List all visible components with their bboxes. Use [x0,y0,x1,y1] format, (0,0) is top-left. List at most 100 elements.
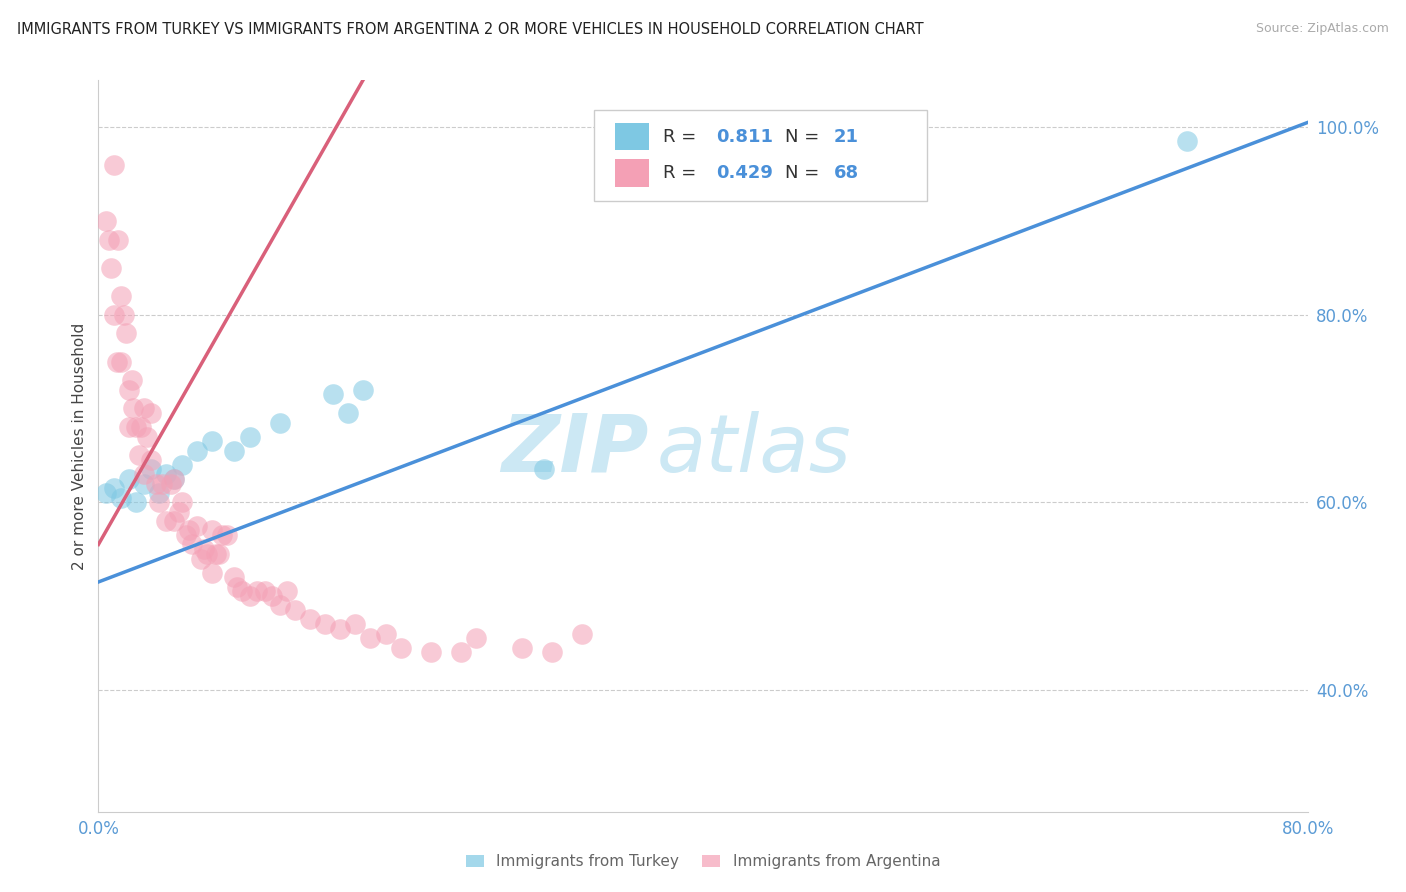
Text: 68: 68 [834,164,859,182]
Point [322,387,344,401]
Point [215,528,238,542]
Point [148,486,170,500]
Point [94,486,117,500]
Point [103,481,125,495]
Point [269,416,291,430]
Point [211,528,233,542]
Point [224,443,246,458]
Point [208,547,231,561]
Point [118,420,141,434]
Point [141,406,163,420]
Point [186,443,208,458]
Point [125,495,148,509]
Point [128,449,150,463]
Point [163,514,186,528]
Point [239,589,262,603]
Point [510,640,533,655]
Point [141,453,163,467]
Point [201,434,224,449]
Point [150,476,173,491]
Point [374,626,396,640]
Text: N =: N = [785,164,825,182]
Point [107,233,129,247]
Point [571,626,593,640]
Point [145,476,167,491]
Point [284,603,307,617]
Text: N =: N = [785,128,825,145]
Text: R =: R = [664,128,702,145]
Point [155,467,177,482]
Point [269,599,291,613]
Point [170,495,193,509]
Point [201,566,224,580]
Point [155,514,177,528]
Point [389,640,412,655]
Point [336,406,359,420]
Point [450,645,472,659]
Point [121,373,143,387]
Legend: Immigrants from Turkey, Immigrants from Argentina: Immigrants from Turkey, Immigrants from … [460,848,946,875]
Point [132,401,155,416]
Point [239,429,262,443]
Point [141,462,163,476]
Point [224,570,246,584]
Text: R =: R = [664,164,702,182]
Point [167,505,190,519]
Point [129,420,152,434]
Point [253,584,276,599]
Point [329,622,352,636]
FancyBboxPatch shape [614,123,648,151]
Point [112,308,135,322]
Point [231,584,253,599]
Point [465,632,488,646]
Point [226,580,249,594]
Point [181,537,204,551]
Point [170,458,193,472]
FancyBboxPatch shape [614,160,648,187]
Point [122,401,145,416]
Point [193,542,215,557]
Point [100,260,122,275]
Point [276,584,298,599]
Point [103,158,125,172]
Point [533,462,555,476]
Point [352,383,374,397]
Point [103,308,125,322]
Point [163,472,186,486]
Point [105,354,128,368]
Point [94,214,117,228]
Point [360,632,382,646]
Text: IMMIGRANTS FROM TURKEY VS IMMIGRANTS FROM ARGENTINA 2 OR MORE VEHICLES IN HOUSEH: IMMIGRANTS FROM TURKEY VS IMMIGRANTS FRO… [17,22,924,37]
Point [98,233,121,247]
Point [246,584,269,599]
Text: 0.811: 0.811 [716,128,773,145]
Point [125,420,148,434]
Point [163,472,186,486]
Point [190,551,212,566]
Point [160,476,183,491]
Text: 21: 21 [834,128,859,145]
Y-axis label: 2 or more Vehicles in Household: 2 or more Vehicles in Household [72,322,87,570]
Point [114,326,136,341]
Point [148,495,170,509]
Point [540,645,562,659]
Text: 0.429: 0.429 [716,164,773,182]
Point [195,547,218,561]
Point [186,518,208,533]
Text: ZIP: ZIP [501,410,648,489]
Point [344,617,367,632]
Point [314,617,336,632]
Point [201,524,224,538]
Point [132,476,155,491]
Point [262,589,284,603]
Point [110,354,132,368]
Point [179,524,201,538]
Point [132,467,155,482]
Text: atlas: atlas [657,410,852,489]
Point [110,491,132,505]
Text: Source: ZipAtlas.com: Source: ZipAtlas.com [1256,22,1389,36]
Point [118,383,141,397]
FancyBboxPatch shape [595,110,927,201]
Point [118,472,141,486]
Point [205,547,228,561]
